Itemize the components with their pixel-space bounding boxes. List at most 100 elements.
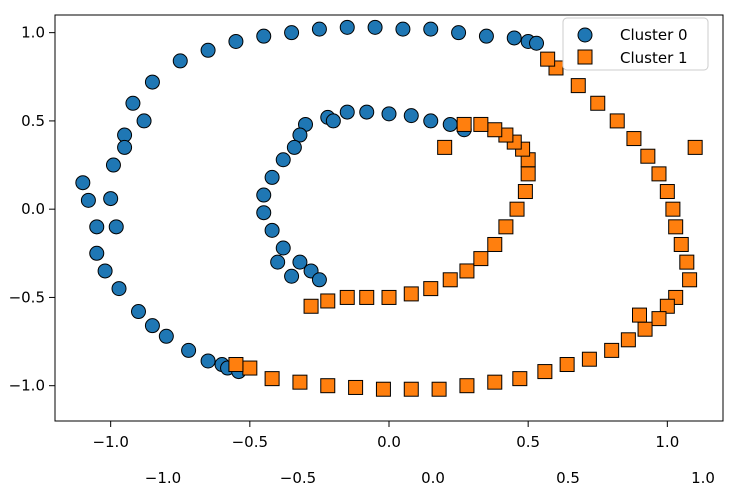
point-cluster-1 [320, 378, 336, 394]
point-cluster-0 [131, 304, 146, 320]
point-cluster-1 [620, 332, 636, 348]
point-cluster-1 [640, 148, 656, 164]
point-cluster-0 [80, 192, 96, 208]
point-cluster-0 [395, 21, 411, 37]
point-cluster-1 [570, 78, 586, 94]
y-tick-label: −0.5 [9, 288, 45, 306]
series-layer [75, 19, 703, 397]
point-cluster-1 [431, 381, 447, 397]
point-cluster-0 [292, 127, 308, 143]
x-tick-label: 0.5 [516, 433, 540, 451]
point-cluster-0 [89, 245, 105, 261]
extra-x-tick-label: 0.0 [421, 469, 445, 487]
point-cluster-1 [673, 236, 689, 252]
point-cluster-1 [456, 116, 472, 132]
legend: Cluster 0 Cluster 1 [562, 17, 709, 71]
point-cluster-1 [264, 371, 280, 387]
point-cluster-1 [659, 184, 675, 200]
point-cluster-0 [200, 353, 216, 369]
point-cluster-0 [506, 30, 522, 46]
point-cluster-1 [665, 201, 681, 217]
point-cluster-0 [270, 254, 286, 270]
point-cluster-1 [320, 293, 336, 309]
point-cluster-0 [325, 113, 341, 129]
x-tick-label: 0.0 [377, 433, 401, 451]
point-cluster-1 [509, 201, 525, 217]
point-cluster-0 [284, 268, 300, 284]
x-tick-label: 1.0 [655, 433, 679, 451]
point-cluster-0 [256, 28, 272, 44]
point-cluster-0 [286, 139, 302, 155]
point-cluster-1 [659, 298, 675, 314]
point-cluster-0 [108, 219, 124, 235]
extra-x-tick-label: 1.0 [691, 469, 715, 487]
point-cluster-0 [359, 104, 375, 120]
point-cluster-0 [125, 95, 141, 111]
point-cluster-1 [626, 131, 642, 147]
point-cluster-0 [292, 254, 308, 270]
point-cluster-0 [339, 104, 355, 120]
x-tick-label: −1.0 [92, 433, 128, 451]
point-cluster-0 [367, 19, 383, 35]
point-cluster-0 [264, 222, 280, 238]
point-cluster-1 [679, 254, 695, 270]
y-axis-ticks: −1.0 −0.5 0.0 0.5 1.0 [9, 24, 55, 395]
point-cluster-1 [540, 51, 556, 67]
point-cluster-1 [609, 113, 625, 129]
point-cluster-0 [403, 108, 419, 124]
point-cluster-1 [520, 166, 536, 182]
y-tick-label: 0.0 [21, 200, 45, 218]
point-cluster-1 [517, 184, 533, 200]
point-cluster-1 [242, 360, 258, 376]
point-cluster-0 [144, 74, 160, 90]
point-cluster-1 [651, 311, 667, 327]
point-cluster-0 [117, 139, 133, 155]
extra-x-tick-labels: −1.0 −0.5 0.0 0.5 1.0 [145, 469, 715, 487]
point-cluster-0 [103, 191, 119, 207]
point-cluster-0 [136, 113, 152, 129]
point-cluster-1 [403, 381, 419, 397]
point-cluster-1 [651, 166, 667, 182]
point-cluster-0 [284, 25, 300, 41]
point-cluster-1 [228, 357, 244, 373]
point-cluster-0 [451, 25, 467, 41]
extra-x-tick-label: −0.5 [280, 469, 316, 487]
point-cluster-1 [359, 289, 375, 305]
x-axis-ticks: −1.0 −0.5 0.0 0.5 1.0 [92, 421, 679, 451]
point-cluster-1 [512, 371, 528, 387]
point-cluster-1 [423, 281, 439, 297]
point-cluster-1 [437, 139, 453, 155]
point-cluster-1 [632, 307, 647, 323]
point-cluster-0 [275, 152, 291, 168]
point-cluster-0 [264, 169, 280, 185]
point-cluster-0 [478, 28, 494, 44]
legend-marker-cluster-1 [577, 49, 593, 65]
y-tick-label: −1.0 [9, 377, 45, 395]
legend-marker-cluster-0 [577, 27, 593, 43]
point-cluster-1 [303, 298, 319, 314]
point-cluster-0 [75, 175, 91, 191]
point-cluster-1 [403, 286, 419, 302]
point-cluster-0 [200, 42, 216, 58]
point-cluster-0 [339, 19, 355, 35]
point-cluster-0 [172, 53, 188, 69]
point-cluster-0 [275, 240, 291, 256]
x-tick-label: −0.5 [232, 433, 268, 451]
point-cluster-0 [311, 272, 327, 288]
point-cluster-1 [473, 251, 489, 267]
point-cluster-1 [375, 381, 391, 397]
point-cluster-0 [97, 263, 113, 279]
point-cluster-0 [158, 328, 174, 344]
point-cluster-1 [381, 289, 397, 305]
point-cluster-0 [111, 281, 127, 297]
point-cluster-1 [442, 272, 458, 288]
point-cluster-0 [442, 116, 458, 132]
point-cluster-1 [339, 289, 355, 305]
point-cluster-1 [668, 219, 684, 235]
point-cluster-1 [348, 379, 364, 395]
point-cluster-0 [311, 21, 327, 37]
point-cluster-1 [637, 321, 653, 337]
point-cluster-0 [423, 113, 439, 129]
